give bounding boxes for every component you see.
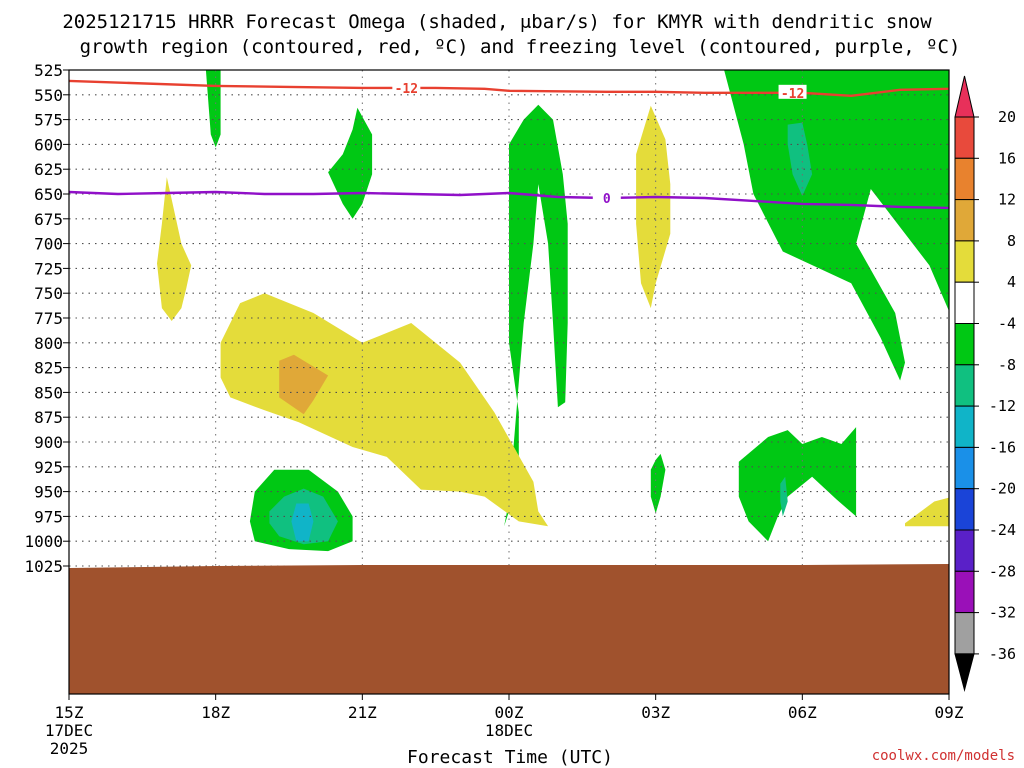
omega-region-down-cyan-a <box>291 503 314 542</box>
omega-region-up-green-b <box>328 107 373 219</box>
y-tick-label-975: 975 <box>34 507 63 526</box>
y-tick-label-900: 900 <box>34 433 63 452</box>
colorbar-segment <box>954 488 975 531</box>
omega-region-up-green-c <box>504 104 568 527</box>
colorbar-segment <box>954 364 975 407</box>
x-tick-label-03Z: 03Z <box>641 703 670 722</box>
colorbar-segment <box>954 199 975 242</box>
colorbar-segment <box>954 405 975 448</box>
x-tick-label-15Z: 15Z <box>55 703 84 722</box>
contour-layer: -12 -12 0 <box>69 79 949 210</box>
omega-region-up-green-a <box>205 70 221 148</box>
contour-label-bg <box>392 79 421 94</box>
y-tick-label-875: 875 <box>34 408 63 427</box>
y-tick-label-550: 550 <box>34 86 63 105</box>
x-tick-label-18Z: 18Z <box>201 703 230 722</box>
colorbar-segment <box>954 240 975 283</box>
x-tick-label-00Z: 00Z <box>495 703 524 722</box>
omega-region-yellow-c <box>220 293 549 527</box>
y-tick-label-950: 950 <box>34 483 63 502</box>
y-tick-label-650: 650 <box>34 185 63 204</box>
contour-label-dgz_minus12: -12 <box>395 82 418 97</box>
chart-title-line-1: 2025121715 HRRR Forecast Omega (shaded, … <box>62 11 932 33</box>
colorbar-label-16: 16 <box>998 149 1016 167</box>
y-tick-label-700: 700 <box>34 235 63 254</box>
omega-shading-layer <box>157 70 949 552</box>
colorbar-label-8: 8 <box>1007 232 1016 250</box>
y-tick-label-625: 625 <box>34 160 63 179</box>
x-tick-date: 17DEC <box>45 721 93 740</box>
colorbar-label--12: -12 <box>989 397 1016 415</box>
omega-region-orange-a <box>279 354 329 415</box>
colorbar-label--16: -16 <box>989 438 1016 456</box>
contour-line-dgz_minus12 <box>69 79 949 97</box>
contour-label-bg <box>592 189 621 204</box>
contour-line-freezing_level_0 <box>69 190 949 210</box>
omega-region-down-teal-b <box>780 476 788 517</box>
contour-label-freezing_level_0: 0 <box>603 192 611 207</box>
y-tick-label-725: 725 <box>34 259 63 278</box>
colorbar-bottom-arrow <box>954 653 975 692</box>
colorbar-label--24: -24 <box>989 521 1016 539</box>
y-tick-label-525: 525 <box>34 61 63 80</box>
colorbar-segment <box>954 157 975 201</box>
colorbar-segment <box>954 323 975 366</box>
colorbar-segment <box>954 116 975 159</box>
site-credit: coolwx.com/models <box>872 748 1015 764</box>
y-tick-label-800: 800 <box>34 334 63 353</box>
x-tick-label-06Z: 06Z <box>788 703 817 722</box>
x-axis-title: Forecast Time (UTC) <box>407 747 613 768</box>
colorbar-segment <box>954 446 975 490</box>
colorbar-label--28: -28 <box>989 562 1016 580</box>
y-tick-label-925: 925 <box>34 458 63 477</box>
y-tick-label-600: 600 <box>34 135 63 154</box>
x-tick-label-21Z: 21Z <box>348 703 377 722</box>
omega-region-down-green-b <box>650 453 666 514</box>
y-tick-label-1000: 1000 <box>24 532 63 551</box>
x-tick-label-09Z: 09Z <box>935 703 964 722</box>
colorbar-label-12: 12 <box>998 191 1016 209</box>
y-tick-label-775: 775 <box>34 309 63 328</box>
omega-region-down-green-c <box>738 427 857 542</box>
omega-region-up-green-d <box>724 70 949 381</box>
y-tick-label-750: 750 <box>34 284 63 303</box>
contour-label-dgz_minus12: -12 <box>781 87 804 102</box>
terrain-fill <box>69 564 949 694</box>
pressure-axis: 525 550 575 600 625 650 675 700 725 750 775 800 825 8… <box>24 61 69 576</box>
colorbar-segment <box>954 612 975 655</box>
contour-label-bg <box>778 84 807 99</box>
colorbar-label--4: -4 <box>998 315 1016 333</box>
colorbar-segment <box>954 529 975 572</box>
colorbar-label--32: -32 <box>989 604 1016 622</box>
y-tick-label-675: 675 <box>34 210 63 229</box>
omega-region-yellow-a <box>157 177 192 321</box>
colorbar-label-20: 20 <box>998 108 1016 126</box>
colorbar-label-4: 4 <box>1007 273 1016 291</box>
colorbar-segment <box>954 570 975 614</box>
colorbar-segment <box>954 281 975 325</box>
y-tick-label-575: 575 <box>34 111 63 130</box>
colorbar-label--20: -20 <box>989 480 1016 498</box>
y-tick-label-825: 825 <box>34 359 63 378</box>
colorbar-label--36: -36 <box>989 645 1016 663</box>
terrain-layer <box>69 564 949 694</box>
y-tick-label-850: 850 <box>34 383 63 402</box>
colorbar: 20 16 12 8 4 -4 -8 -12 -16 -20 -24 -28 -32 -36 <box>954 75 1016 692</box>
y-tick-label-1025: 1025 <box>24 557 63 576</box>
omega-region-yellow-d <box>905 497 949 527</box>
chart-title-line-2: growth region (contoured, red, ºC) and f… <box>80 36 961 58</box>
colorbar-label--8: -8 <box>998 356 1016 374</box>
x-tick-year: 2025 <box>50 739 89 758</box>
omega-region-yellow-b <box>636 105 671 309</box>
omega-region-up-teal-a <box>787 122 813 196</box>
x-tick-date: 18DEC <box>485 721 533 740</box>
